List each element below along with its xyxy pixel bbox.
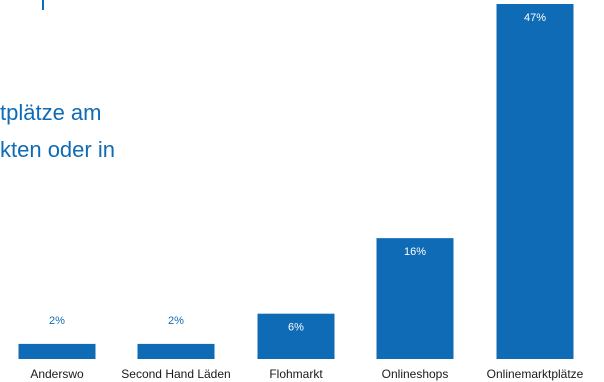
category-label-second-hand-laeden: Second Hand Läden bbox=[121, 367, 230, 381]
value-label-second-hand-laeden: 2% bbox=[168, 315, 184, 327]
category-label-anderswo: Anderswo bbox=[30, 367, 84, 381]
value-label-anderswo: 2% bbox=[49, 315, 65, 327]
value-label-onlineshops: 16% bbox=[404, 246, 426, 258]
category-label-flohmarkt: Flohmarkt bbox=[269, 367, 323, 381]
bar-flohmarkt bbox=[257, 313, 335, 359]
bar-onlineshops bbox=[376, 238, 454, 359]
category-label-onlinemarktplaetze: Onlinemarktplätze bbox=[487, 367, 584, 381]
value-label-flohmarkt: 6% bbox=[288, 322, 304, 334]
value-label-onlinemarktplaetze: 47% bbox=[524, 12, 546, 24]
accent-line bbox=[42, 0, 44, 10]
intro-text: tplätze am kten oder in bbox=[0, 94, 115, 168]
bar-second-hand-laeden bbox=[137, 343, 215, 359]
intro-text-line-2: kten oder in bbox=[0, 137, 115, 162]
bar-anderswo bbox=[18, 343, 96, 359]
bar-onlinemarktplaetze bbox=[496, 4, 574, 359]
intro-text-line-1: tplätze am bbox=[0, 100, 102, 125]
category-label-onlineshops: Onlineshops bbox=[382, 367, 449, 381]
